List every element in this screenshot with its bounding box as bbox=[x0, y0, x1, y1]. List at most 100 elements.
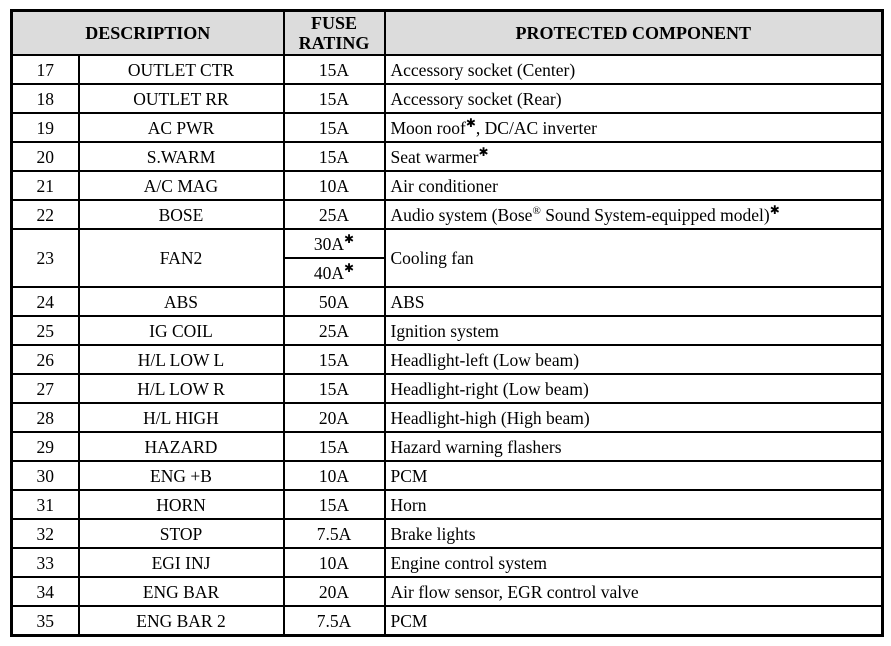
table-row: 21 A/C MAG 10A Air conditioner bbox=[10, 170, 884, 201]
protected-component-cell: Headlight-right (Low beam) bbox=[383, 373, 884, 404]
fuse-description-cell: H/L LOW L bbox=[77, 344, 285, 375]
table-row: 26 H/L LOW L 15A Headlight-left (Low beam) bbox=[10, 344, 884, 375]
fuse-number-cell: 29 bbox=[10, 431, 80, 462]
fuse-rating-cell: 20A bbox=[282, 402, 386, 433]
fuse-number-cell: 32 bbox=[10, 518, 80, 549]
fuse-description-cell: OUTLET RR bbox=[77, 83, 285, 114]
table-row: 25 IG COIL 25A Ignition system bbox=[10, 315, 884, 346]
fuse-number-cell: 35 bbox=[10, 605, 80, 637]
table-row: 29 HAZARD 15A Hazard warning flashers bbox=[10, 431, 884, 462]
protected-component-cell: Accessory socket (Center) bbox=[383, 54, 884, 85]
fuse-description-cell: FAN2 bbox=[77, 228, 285, 288]
fuse-rating-cell: 15A bbox=[282, 431, 386, 462]
fuse-number-cell: 25 bbox=[10, 315, 80, 346]
asterisk-mark: ✱ bbox=[344, 260, 355, 275]
fuse-description-cell: OUTLET CTR bbox=[77, 54, 285, 85]
table-row: 30 ENG +B 10A PCM bbox=[10, 460, 884, 491]
asterisk-mark: ✱ bbox=[769, 202, 780, 217]
fuse-description-cell: HAZARD bbox=[77, 431, 285, 462]
fuse-number-cell: 27 bbox=[10, 373, 80, 404]
fuse-description-cell: BOSE bbox=[77, 199, 285, 230]
protected-component-cell: Engine control system bbox=[383, 547, 884, 578]
protected-component-cell: Brake lights bbox=[383, 518, 884, 549]
table-row: 34 ENG BAR 20A Air flow sensor, EGR control… bbox=[10, 576, 884, 607]
header-protected-component: PROTECTED COMPONENT bbox=[383, 9, 884, 56]
protected-component-cell: PCM bbox=[383, 605, 884, 637]
fuse-description-cell: IG COIL bbox=[77, 315, 285, 346]
table-row: 22 BOSE 25A Audio system (Bose® Sound Syste… bbox=[10, 199, 884, 230]
fuse-rating-cell: 50A bbox=[282, 286, 386, 317]
fuse-rating-cell: 7.5A bbox=[282, 518, 386, 549]
table-row: 33 EGI INJ 10A Engine control system bbox=[10, 547, 884, 578]
asterisk-mark: ✱ bbox=[344, 231, 355, 246]
protected-component-cell: Air conditioner bbox=[383, 170, 884, 201]
table-row: 28 H/L HIGH 20A Headlight-high (High beam) bbox=[10, 402, 884, 433]
fuse-rating-cell: 10A bbox=[282, 170, 386, 201]
fuse-description-cell: AC PWR bbox=[77, 112, 285, 143]
protected-component-cell: Headlight-high (High beam) bbox=[383, 402, 884, 433]
fuse-description-cell: ENG BAR 2 bbox=[77, 605, 285, 637]
registered-mark: ® bbox=[532, 204, 541, 217]
table-row: 20 S.WARM 15A Seat warmer✱ bbox=[10, 141, 884, 172]
fuse-description-cell: HORN bbox=[77, 489, 285, 520]
fuse-table-body: 17 OUTLET CTR 15A Accessory socket (Center)… bbox=[10, 54, 884, 637]
fuse-rating-cell: 15A bbox=[282, 489, 386, 520]
fuse-number-cell: 19 bbox=[10, 112, 80, 143]
protected-component-cell: Accessory socket (Rear) bbox=[383, 83, 884, 114]
protected-component-cell: Hazard warning flashers bbox=[383, 431, 884, 462]
protected-component-cell: Ignition system bbox=[383, 315, 884, 346]
fuse-number-cell: 23 bbox=[10, 228, 80, 288]
table-row: 24 ABS 50A ABS bbox=[10, 286, 884, 317]
fuse-rating-cell: 10A bbox=[282, 460, 386, 491]
fuse-rating-cell: 15A bbox=[282, 83, 386, 114]
protected-component-cell: Air flow sensor, EGR control valve bbox=[383, 576, 884, 607]
table-row: 32 STOP 7.5A Brake lights bbox=[10, 518, 884, 549]
fuse-rating-cell: 20A bbox=[282, 576, 386, 607]
fuse-rating-cell: 25A bbox=[282, 199, 386, 230]
asterisk-mark: ✱ bbox=[478, 144, 489, 159]
fuse-description-cell: EGI INJ bbox=[77, 547, 285, 578]
table-row: 18 OUTLET RR 15A Accessory socket (Rear) bbox=[10, 83, 884, 114]
fuse-description-cell: S.WARM bbox=[77, 141, 285, 172]
header-fuse-rating: FUSE RATING bbox=[282, 9, 386, 56]
table-row: 40A✱ bbox=[12, 257, 883, 288]
table-row: 23 FAN2 30A✱ Cooling fan bbox=[10, 228, 884, 288]
fuse-number-cell: 26 bbox=[10, 344, 80, 375]
table-row: 19 AC PWR 15A Moon roof✱, DC/AC inverter bbox=[10, 112, 884, 143]
protected-component-cell: Seat warmer✱ bbox=[383, 141, 884, 172]
protected-component-cell: Cooling fan bbox=[383, 228, 884, 288]
fuse-description-cell: STOP bbox=[77, 518, 285, 549]
header-row: DESCRIPTION FUSE RATING PROTECTED COMPON… bbox=[10, 9, 884, 56]
fuse-rating-cell: 15A bbox=[282, 141, 386, 172]
fuse-number-cell: 33 bbox=[10, 547, 80, 578]
fuse-number-cell: 24 bbox=[10, 286, 80, 317]
fuse-rating-cell: 10A bbox=[282, 547, 386, 578]
fuse-number-cell: 31 bbox=[10, 489, 80, 520]
fuse-number-cell: 18 bbox=[10, 83, 80, 114]
fuse-description-cell: ENG BAR bbox=[77, 576, 285, 607]
fuse-rating-cell: 25A bbox=[282, 315, 386, 346]
protected-component-cell: PCM bbox=[383, 460, 884, 491]
fuse-table: DESCRIPTION FUSE RATING PROTECTED COMPON… bbox=[10, 9, 884, 637]
protected-component-cell: Horn bbox=[383, 489, 884, 520]
asterisk-mark: ✱ bbox=[465, 115, 476, 130]
fuse-number-cell: 30 bbox=[10, 460, 80, 491]
table-row: 31 HORN 15A Horn bbox=[10, 489, 884, 520]
fuse-description-cell: ABS bbox=[77, 286, 285, 317]
fuse-number-cell: 17 bbox=[10, 54, 80, 85]
fuse-rating-cell: 40A✱ bbox=[282, 257, 386, 288]
fuse-rating-cell: 15A bbox=[282, 344, 386, 375]
fuse-number-cell: 22 bbox=[10, 199, 80, 230]
fuse-description-cell: H/L LOW R bbox=[77, 373, 285, 404]
protected-component-cell: Headlight-left (Low beam) bbox=[383, 344, 884, 375]
fuse-rating-cell: 15A bbox=[282, 373, 386, 404]
fuse-number-cell: 20 bbox=[10, 141, 80, 172]
fuse-description-cell: H/L HIGH bbox=[77, 402, 285, 433]
table-row: 17 OUTLET CTR 15A Accessory socket (Center) bbox=[10, 54, 884, 85]
fuse-rating-cell: 30A✱ bbox=[282, 228, 386, 259]
table-row: 35 ENG BAR 2 7.5A PCM bbox=[10, 605, 884, 637]
protected-component-cell: Audio system (Bose® Sound System-equippe… bbox=[383, 199, 884, 230]
fuse-description-cell: ENG +B bbox=[77, 460, 285, 491]
header-description: DESCRIPTION bbox=[10, 9, 285, 56]
